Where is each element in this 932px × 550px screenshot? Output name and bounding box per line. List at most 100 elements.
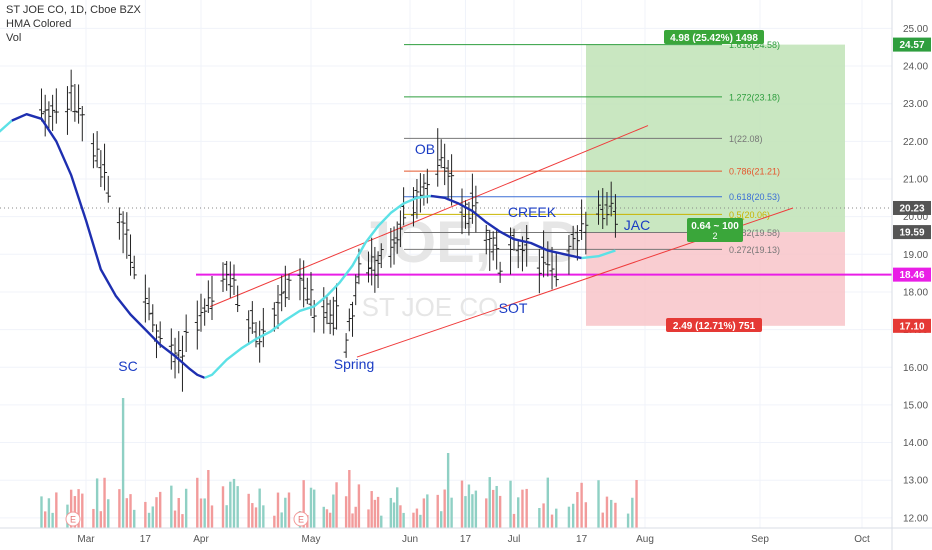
volume-bar bbox=[512, 513, 516, 528]
x-tick-label: Mar bbox=[77, 534, 95, 545]
annotation-jac: JAC bbox=[624, 217, 650, 233]
volume-bar bbox=[367, 509, 370, 528]
earnings-marker-circle bbox=[65, 511, 81, 527]
price-bar bbox=[487, 229, 493, 271]
volume-bar bbox=[584, 502, 588, 528]
volume-bar bbox=[446, 453, 450, 528]
volume-bar bbox=[312, 489, 316, 528]
volume-bar bbox=[107, 499, 110, 528]
volume-bar bbox=[422, 498, 426, 528]
watermark-name: ST JOE CO bbox=[362, 292, 499, 322]
x-tick-label: Sep bbox=[751, 534, 769, 545]
x-tick-label: Jun bbox=[402, 534, 418, 545]
price-axis-label-bg bbox=[893, 200, 931, 215]
price-bar bbox=[449, 154, 455, 206]
volume-bar bbox=[309, 487, 313, 528]
volume-bar bbox=[328, 512, 332, 528]
volume-bars bbox=[40, 398, 638, 528]
volume-bar bbox=[287, 492, 291, 528]
volume-bar bbox=[525, 488, 528, 528]
price-axis-label-bg bbox=[893, 37, 931, 52]
risk-reward-sub: 2 bbox=[712, 231, 717, 241]
price-bar bbox=[282, 265, 288, 308]
price-bar bbox=[343, 333, 349, 358]
volume-bar bbox=[426, 494, 429, 528]
price-bar bbox=[350, 301, 356, 337]
price-bar bbox=[128, 234, 134, 276]
volume-bar bbox=[354, 506, 357, 528]
volume-bar bbox=[325, 509, 329, 528]
price-bar bbox=[324, 296, 330, 325]
price-bar bbox=[64, 86, 70, 135]
price-bar bbox=[279, 275, 285, 312]
y-tick-label: 14.00 bbox=[903, 438, 928, 449]
volume-bar bbox=[521, 489, 524, 528]
fib-label: 1(22.08) bbox=[729, 134, 763, 144]
volume-bar bbox=[601, 512, 604, 528]
earnings-marker-text: E bbox=[70, 515, 76, 525]
price-bar bbox=[249, 301, 255, 334]
volume-bar bbox=[542, 503, 545, 528]
chart-legend: ST JOE CO, 1D, Cboe BZX HMA Colored Vol bbox=[6, 3, 141, 45]
y-tick-label: 13.00 bbox=[903, 476, 928, 487]
price-bar bbox=[574, 225, 580, 261]
price-bar bbox=[604, 192, 610, 226]
fib-label: 0.382(19.58) bbox=[729, 228, 780, 238]
price-bar bbox=[38, 88, 44, 122]
price-bar bbox=[483, 224, 489, 255]
volume-bar bbox=[99, 511, 103, 528]
price-bar bbox=[168, 328, 174, 370]
price-bar bbox=[231, 264, 237, 296]
target-label-bg bbox=[664, 30, 764, 44]
fib-label: 0.786(21.21) bbox=[729, 167, 780, 177]
price-axis-label: 17.10 bbox=[893, 318, 931, 333]
price-bar bbox=[462, 200, 468, 229]
price-bar bbox=[253, 321, 259, 348]
x-tick-label: 17 bbox=[140, 534, 152, 545]
volume-bar bbox=[302, 480, 305, 528]
price-bar bbox=[469, 173, 475, 224]
earnings-marker-circle bbox=[293, 511, 309, 527]
price-bar bbox=[301, 260, 307, 308]
legend-indicator: HMA Colored bbox=[6, 18, 72, 30]
volume-bar bbox=[440, 511, 443, 528]
price-bar bbox=[120, 211, 126, 254]
risk-reward-bg bbox=[687, 218, 743, 242]
volume-bar bbox=[498, 495, 502, 528]
volume-bar bbox=[335, 482, 338, 528]
volume-bar bbox=[40, 496, 43, 528]
price-bar bbox=[442, 143, 448, 186]
volume-bar bbox=[229, 481, 232, 528]
x-tick-label: 17 bbox=[576, 534, 588, 545]
hma-line-down-2 bbox=[430, 194, 582, 260]
volume-bar bbox=[262, 505, 265, 528]
price-bar bbox=[142, 274, 148, 323]
loss-zone bbox=[586, 232, 845, 326]
volume-bar bbox=[348, 470, 351, 528]
volume-bar bbox=[460, 480, 464, 528]
volume-bar bbox=[373, 499, 377, 528]
price-axis-label-text: 24.57 bbox=[899, 40, 924, 51]
price-bar bbox=[346, 308, 352, 332]
price-axis-label-text: 18.46 bbox=[899, 270, 924, 281]
volume-bar bbox=[509, 480, 512, 528]
annotation-sc: SC bbox=[118, 358, 137, 374]
price-axis-label-text: 19.59 bbox=[899, 228, 924, 239]
price-bar bbox=[72, 83, 78, 122]
price-bar bbox=[353, 274, 359, 306]
x-tick-label: 17 bbox=[460, 534, 472, 545]
price-bar bbox=[235, 285, 241, 313]
volume-bar bbox=[118, 489, 121, 528]
price-bar bbox=[150, 304, 156, 333]
volume-bar bbox=[392, 502, 396, 528]
price-bar bbox=[202, 298, 208, 326]
price-bar bbox=[146, 287, 152, 321]
price-axis-label: 24.57 bbox=[893, 37, 931, 52]
volume-bar bbox=[170, 485, 173, 528]
price-bar bbox=[410, 187, 416, 227]
price-bar bbox=[497, 261, 503, 283]
volume-bar bbox=[221, 486, 225, 528]
price-axis-label: 19.59 bbox=[893, 225, 931, 240]
price-bar bbox=[220, 262, 226, 292]
